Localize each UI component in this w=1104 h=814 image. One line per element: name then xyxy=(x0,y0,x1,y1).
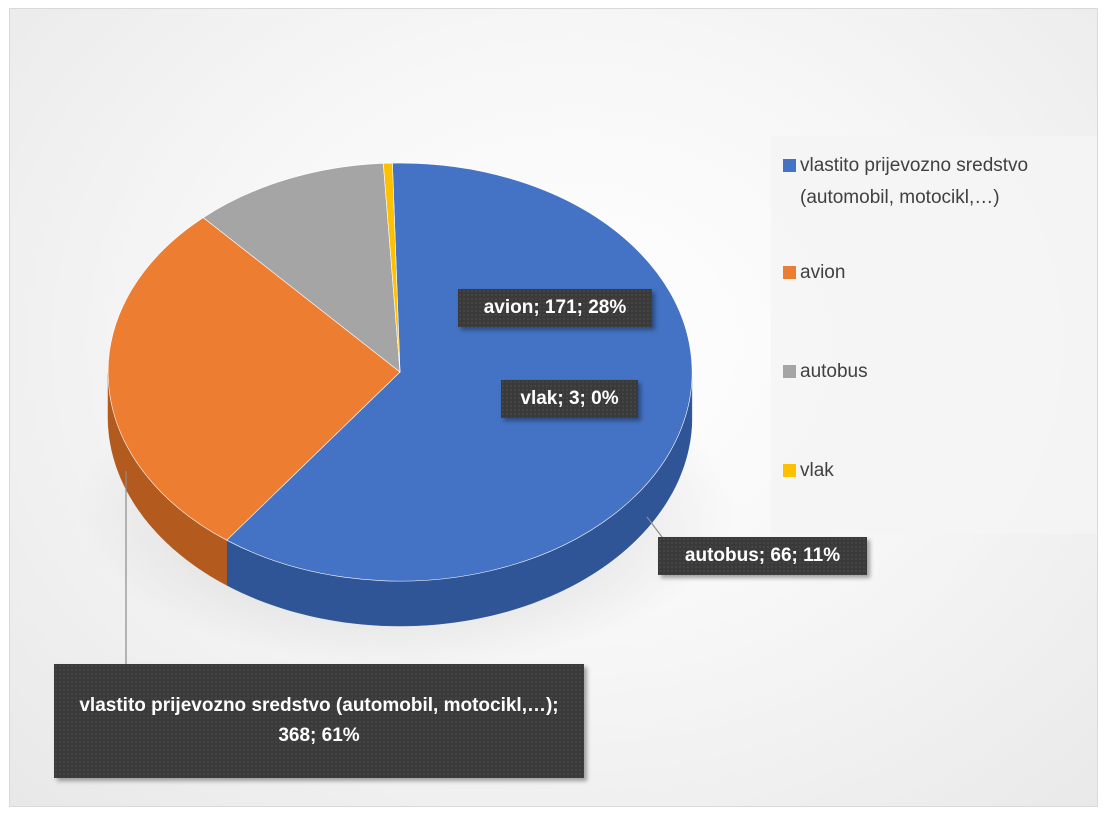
data-label-vlastito: vlastito prijevozno sredstvo (automobil,… xyxy=(54,664,584,778)
legend-swatch-vlak xyxy=(783,464,796,477)
data-label-autobus: autobus; 66; 11% xyxy=(658,537,867,575)
pie-tops xyxy=(107,162,693,582)
legend-swatch-vlastito xyxy=(783,159,796,172)
pie-slice-vlak xyxy=(382,162,401,373)
pie-chart xyxy=(75,162,735,669)
data-label-vlak: vlak; 3; 0% xyxy=(501,380,638,418)
legend-swatch-autobus xyxy=(783,365,796,378)
legend-item-avion: avion xyxy=(783,257,845,289)
legend-label-vlak: vlak xyxy=(800,460,834,481)
legend-label-avion: avion xyxy=(800,262,846,283)
legend-swatch-avion xyxy=(783,266,796,279)
pie-slice-vlastito xyxy=(226,162,693,582)
legend-label-vlastito: vlastito prijevozno sredstvo (automobil,… xyxy=(800,155,1029,208)
legend-label-autobus: autobus xyxy=(800,361,868,382)
pie-slice-avion xyxy=(107,217,401,541)
chart-area: vlastito prijevozno sredstvo (automobil,… xyxy=(9,8,1098,807)
data-label-avion: avion; 171; 28% xyxy=(458,289,652,327)
legend: vlastito prijevozno sredstvo (automobil,… xyxy=(771,136,1097,534)
legend-item-vlak: vlak xyxy=(783,455,834,487)
legend-item-vlastito: vlastito prijevozno sredstvo (automobil,… xyxy=(783,150,1093,214)
legend-item-autobus: autobus xyxy=(783,356,868,388)
pie-slice-autobus xyxy=(202,162,401,373)
